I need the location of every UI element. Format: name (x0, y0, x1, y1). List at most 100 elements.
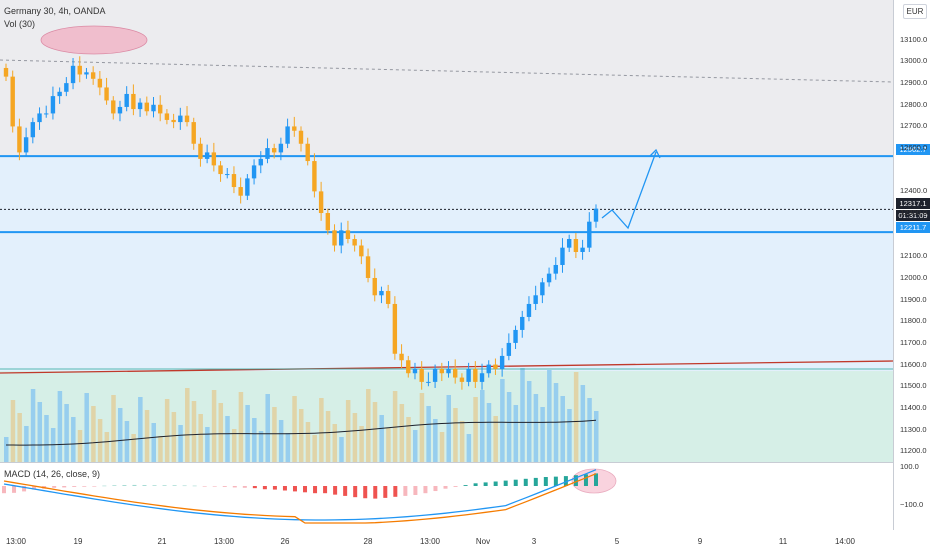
price-tick-label: 12700.0 (900, 121, 928, 131)
macd-histogram-bar (72, 486, 77, 487)
volume-bar (567, 409, 572, 462)
candle (553, 264, 558, 274)
volume-bar (500, 379, 505, 462)
candle (426, 381, 431, 383)
volume-bar (258, 431, 264, 462)
volume-bar (573, 372, 579, 462)
candle (339, 230, 344, 246)
time-tick-label: Nov (475, 537, 491, 546)
price-tick-label: 12300.0 (900, 208, 928, 218)
price-tick-label: 13000.0 (900, 56, 928, 66)
price-tick-label: 11700.0 (900, 337, 927, 347)
volume-bar (225, 416, 230, 462)
price-tick-label: 11900.0 (900, 294, 927, 304)
candle (432, 368, 438, 382)
volume-bar (17, 413, 22, 462)
candle (573, 239, 579, 252)
lower-zone (0, 232, 893, 372)
time-tick-label: 26 (280, 537, 290, 546)
macd-histogram-bar (212, 486, 217, 487)
volume-bar (359, 426, 364, 462)
candle (225, 174, 230, 176)
candle (533, 295, 538, 304)
candle (231, 174, 237, 188)
candle (84, 72, 89, 75)
macd-histogram-bar (583, 474, 588, 486)
volume-bar (198, 414, 203, 462)
macd-histogram-bar (12, 486, 17, 493)
time-tick-label: 5 (614, 537, 620, 546)
volume-bar (587, 398, 592, 462)
macd-histogram-bar (563, 476, 568, 486)
macd-histogram-bar (92, 486, 97, 487)
resistance-price-tag: 12562.7 (896, 144, 930, 155)
macd-histogram-bar (313, 486, 318, 494)
candle (298, 130, 304, 144)
dashed-trendline (0, 59, 894, 83)
volume-label[interactable]: Vol (30) (4, 19, 36, 29)
candle (372, 277, 377, 296)
volume-bar (138, 397, 143, 462)
volume-bar (84, 393, 89, 462)
volume-bar (520, 368, 525, 462)
volume-bar (131, 434, 136, 462)
volume-bar (191, 401, 197, 462)
candle (278, 143, 284, 153)
candle (117, 106, 123, 114)
volume-bar (164, 399, 170, 462)
volume-bar (473, 397, 478, 462)
candle (238, 187, 243, 196)
candle (10, 76, 15, 127)
candle (184, 115, 190, 123)
candle (211, 152, 217, 166)
volume-bar (480, 390, 485, 462)
volume-bar (426, 406, 431, 462)
macd-histogram-bar (343, 486, 348, 496)
macd-histogram-bar (262, 486, 267, 490)
volume-bar (252, 418, 257, 462)
symbol-title[interactable]: Germany 30, 4h, OANDA (4, 6, 106, 16)
macd-label[interactable]: MACD (14, 26, close, 9) (4, 469, 101, 479)
price-tick-label: 12900.0 (900, 78, 928, 88)
volume-bar (446, 395, 451, 462)
currency-button[interactable]: EUR (903, 4, 927, 19)
volume-bar (453, 408, 458, 462)
candle (23, 137, 29, 153)
volume-bar (352, 413, 358, 462)
candle (191, 122, 196, 144)
candle (285, 126, 290, 144)
candle (332, 230, 337, 246)
macd-histogram-bar (62, 486, 67, 488)
volume-bar (433, 419, 438, 462)
volume-bar (439, 432, 445, 462)
candle (345, 230, 351, 240)
time-tick-label: 13:00 (213, 537, 235, 546)
volume-bar (117, 408, 123, 462)
volume-bar (547, 370, 552, 462)
volume-bar (104, 432, 110, 462)
projection-arrowhead (649, 148, 661, 159)
volume-bar (77, 430, 83, 462)
candle (513, 329, 518, 343)
volume-bar (278, 420, 284, 462)
candle (412, 368, 418, 374)
candle (312, 161, 317, 192)
volume-bar (285, 433, 291, 462)
volume-bar (158, 436, 163, 462)
macd-histogram-bar (373, 486, 378, 499)
macd-histogram-bar (383, 486, 388, 498)
candle (158, 104, 163, 114)
volume-bar (366, 389, 371, 462)
volume-bar (406, 417, 411, 462)
candle (17, 126, 22, 153)
macd-histogram-bar (222, 486, 227, 487)
volume-bar (339, 437, 344, 462)
time-tick-label: 11 (778, 537, 788, 546)
volume-bar (560, 396, 565, 462)
macd-histogram-bar (573, 475, 578, 486)
candle (64, 83, 69, 92)
volume-bar (486, 403, 492, 462)
macd-histogram-bar (303, 486, 308, 493)
